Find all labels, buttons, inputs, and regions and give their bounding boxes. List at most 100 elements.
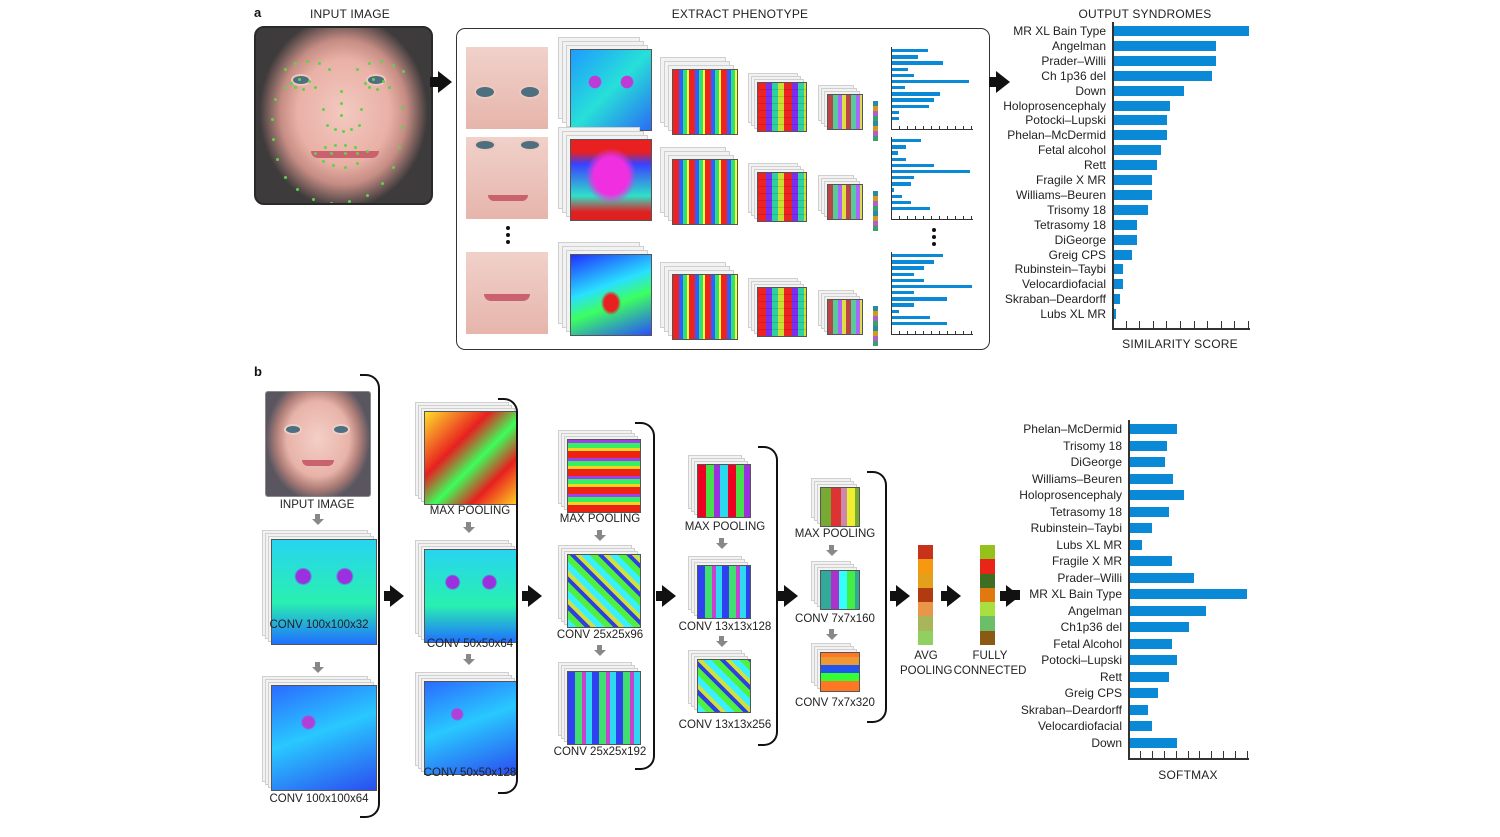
layer-label: MAX POOLING [559, 513, 641, 525]
category-label: Holoprosencephaly [1019, 488, 1122, 502]
mini-chart-tick [891, 331, 892, 334]
mini-chart-tick [955, 331, 956, 334]
mini-chart-tick [939, 331, 940, 334]
landmark-point [302, 88, 305, 91]
arrow-right-icon [662, 585, 676, 607]
feature-map [424, 681, 518, 775]
mini-chart-bar [892, 194, 903, 198]
avg-pool-cell [918, 573, 933, 588]
landmark-point [356, 162, 359, 165]
extract-phenotype-title: EXTRACT PHENOTYPE [671, 7, 809, 21]
avg-pooling-label-line1: AVG [914, 650, 938, 662]
avg-pooling-label-line2: POOLING [900, 665, 953, 677]
landmark-point [294, 62, 297, 65]
mini-chart-tick [915, 216, 916, 219]
layer-label: MAX POOLING [684, 521, 766, 533]
landmark-point [358, 124, 361, 127]
bar [1129, 737, 1177, 748]
bar [1129, 556, 1172, 566]
feature-map [570, 49, 652, 131]
landmark-point [284, 86, 287, 89]
category-label: Greig CPS [1048, 247, 1106, 262]
feature-map [820, 570, 860, 610]
bar [1113, 264, 1123, 275]
feature-map [827, 299, 863, 335]
feature-map [567, 554, 641, 628]
bar [1113, 70, 1213, 81]
x-axis-tick [1163, 751, 1165, 758]
feature-map [672, 69, 738, 135]
landmark-point [354, 146, 357, 149]
down-arrow-icon [826, 634, 838, 640]
x-axis-tick [1139, 751, 1141, 758]
mini-chart-bar [892, 67, 908, 71]
face-crop-eyes [466, 47, 548, 129]
landmark-point [322, 160, 325, 163]
category-label: Tetrasomy 18 [1049, 504, 1122, 519]
feature-map [827, 94, 863, 130]
category-label: Williams–Beuren [1015, 187, 1106, 202]
landmark-point [340, 102, 343, 105]
avg-pool-cell [918, 602, 933, 617]
layer-label: CONV 100x100x64 [269, 793, 369, 805]
landmark-point [294, 86, 297, 89]
mini-chart-bar [892, 104, 929, 108]
input-image-title: INPUT IMAGE [310, 7, 390, 21]
x-axis [1128, 758, 1249, 760]
category-label: Skraban–Deardorff [1004, 292, 1106, 307]
landmark-point [334, 144, 337, 147]
x-axis-tick [1234, 321, 1236, 328]
ellipsis-dot [932, 242, 936, 246]
category-label: MR XL Bain Type [1029, 587, 1122, 601]
mini-chart-bar [892, 278, 924, 283]
category-label: Fragile X MR [1035, 173, 1106, 187]
avg-pool-cell [918, 559, 933, 574]
bar [1129, 622, 1189, 632]
stage-5-bracket [867, 471, 887, 723]
bar [1129, 539, 1143, 550]
down-arrow-icon [594, 535, 606, 541]
bar [1129, 424, 1177, 434]
ellipsis-dot [506, 226, 510, 230]
fully-connected-vector [980, 545, 995, 645]
mini-chart-tick [963, 331, 964, 334]
input-image-label: INPUT IMAGE [279, 499, 355, 511]
landmark-point [318, 62, 321, 65]
landmark-point [276, 158, 279, 161]
landmark-point [272, 138, 275, 141]
landmark-point [312, 198, 315, 201]
bar [1113, 85, 1184, 96]
landmark-point [290, 82, 293, 85]
fc-cell [980, 630, 995, 645]
bar [1129, 572, 1195, 583]
landmark-point [401, 126, 404, 129]
category-label: Lubs XL MR [1040, 307, 1106, 322]
mini-chart-tick [931, 216, 932, 219]
landmark-point [344, 152, 347, 155]
feature-map [757, 82, 807, 132]
x-axis-tick [1152, 321, 1154, 328]
mini-chart-tick [915, 126, 916, 129]
mini-chart-bar [892, 188, 895, 192]
landmark-point [314, 86, 317, 89]
bar [1129, 671, 1170, 682]
landmark-point [334, 128, 337, 131]
down-arrow-icon [463, 527, 475, 533]
category-label: MR XL Bain Type [1013, 24, 1106, 38]
mini-chart-y-axis [891, 137, 892, 219]
feature-map [570, 254, 652, 336]
stage-2-bracket [498, 398, 518, 794]
mini-chart-tick [907, 216, 908, 219]
landmark-point [368, 62, 371, 65]
feature-map [672, 159, 738, 225]
landmark-point [314, 152, 317, 155]
avg-pool-cell [918, 587, 933, 603]
extract-phenotype-box [456, 28, 990, 350]
panel-a-letter: a [254, 5, 262, 20]
arrow-right-icon [896, 585, 910, 607]
bar [1129, 605, 1207, 616]
avg-pooling-label: AVG POOLING [900, 649, 952, 679]
feature-vector [873, 306, 878, 346]
mini-chart-bar [892, 266, 924, 270]
avg-pool-cell [918, 616, 933, 631]
